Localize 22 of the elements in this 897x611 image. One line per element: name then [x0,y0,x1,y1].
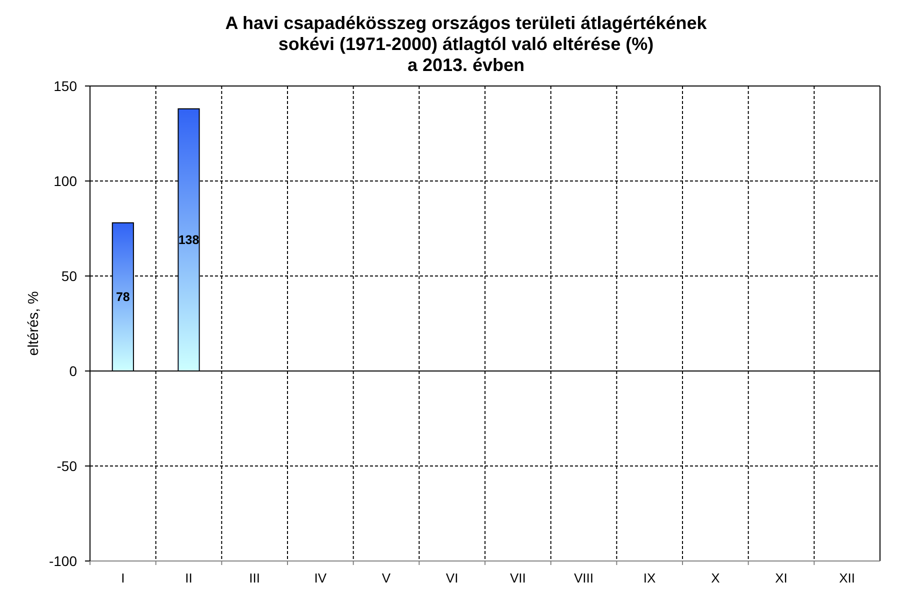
x-tick-label: X [711,570,720,586]
x-tick-label: II [185,570,192,586]
x-tick-label: VI [446,570,458,586]
x-tick-label: IV [314,570,327,586]
y-axis-title: eltérés, % [26,291,42,356]
y-tick-label: -100 [48,553,78,569]
y-tick-label: -50 [56,458,78,474]
x-tick-label: I [121,570,125,586]
x-tick-label: III [249,570,260,586]
x-tick-label: V [382,570,391,586]
x-tick-label: XI [775,570,788,586]
y-tick-label: 150 [54,78,78,94]
y-tick-label: 50 [61,268,78,284]
x-tick-label: VIII [574,570,594,586]
x-tick-label: XII [839,570,856,586]
y-tick-label: 0 [69,363,78,379]
data-label: 78 [116,290,130,304]
data-label: 138 [178,232,200,247]
y-tick-label: 100 [54,173,78,189]
chart-title: A havi csapadékösszeg országos területi átlagértékének sokévi (1971-2000) átlagtól való eltérése (%) a 2013. évben [225,13,708,75]
x-tick-label: VII [510,570,526,586]
x-tick-label: IX [643,570,656,586]
